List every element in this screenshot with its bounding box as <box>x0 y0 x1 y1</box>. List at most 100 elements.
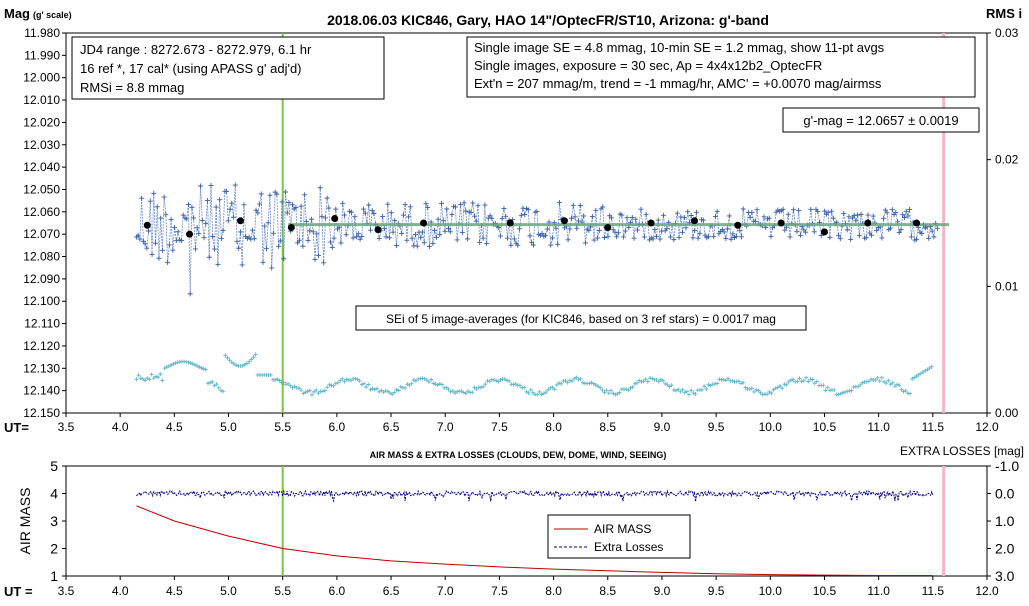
rms-point <box>385 389 390 394</box>
single-image-point <box>667 234 673 240</box>
single-image-point <box>149 251 155 257</box>
rms-point <box>680 387 685 392</box>
rms-point <box>390 392 395 397</box>
top-y-tick-label: 12.150 <box>23 406 60 420</box>
single-image-point <box>166 242 172 248</box>
top-x-tick-label: 4.5 <box>166 420 183 434</box>
rms-point <box>903 388 908 393</box>
single-image-point <box>449 212 455 218</box>
rms-point <box>708 383 713 388</box>
rms-point <box>678 389 683 394</box>
single-image-point <box>836 232 842 238</box>
single-image-point <box>721 229 727 235</box>
single-image-point <box>501 206 507 212</box>
single-image-point <box>702 232 708 238</box>
rms-point <box>411 377 416 382</box>
single-image-point <box>205 198 211 204</box>
single-image-point <box>747 215 753 221</box>
single-image-point <box>593 207 599 213</box>
rms-point <box>639 379 644 384</box>
single-image-point <box>265 220 271 226</box>
rms-point <box>806 379 811 384</box>
rms-point <box>912 375 917 380</box>
rms-point <box>424 378 429 383</box>
top-y-tick-label: 12.070 <box>23 227 60 241</box>
rms-point <box>910 376 915 381</box>
single-image-point <box>470 200 476 206</box>
top-y-right-tick-label: 0.03 <box>995 26 1019 40</box>
single-image-point <box>237 229 243 235</box>
rms-point <box>845 389 850 394</box>
rms-point <box>307 388 312 393</box>
single-image-point <box>362 210 368 216</box>
single-image-point <box>406 214 412 220</box>
single-image-point <box>706 234 712 240</box>
rms-point <box>231 361 236 366</box>
rms-point <box>381 390 386 395</box>
single-image-point <box>815 209 821 215</box>
rms-point <box>459 389 464 394</box>
single-image-point <box>830 215 836 221</box>
single-image-point <box>882 207 888 213</box>
single-image-point <box>688 212 694 218</box>
single-image-point <box>749 209 755 215</box>
single-image-point <box>402 201 408 207</box>
rms-point <box>667 384 672 389</box>
single-image-point <box>624 215 630 221</box>
rms-point <box>195 363 200 368</box>
single-image-point <box>893 210 899 216</box>
single-image-point <box>340 200 346 206</box>
single-image-point <box>341 212 347 218</box>
rms-point <box>593 382 598 387</box>
rms-point <box>877 379 882 384</box>
single-image-point <box>170 247 176 253</box>
rms-point <box>721 377 726 382</box>
rms-point <box>496 379 501 384</box>
single-image-point <box>678 214 684 220</box>
rms-point <box>405 382 410 387</box>
legend-extra-losses-label: Extra Losses <box>594 540 663 554</box>
rms-point <box>747 387 752 392</box>
single-image-point <box>414 243 420 249</box>
rms-point <box>175 360 180 365</box>
rms-point <box>684 389 689 394</box>
rms-point <box>557 381 562 386</box>
bottom-y-right-tick-label: 3.0 <box>995 568 1015 584</box>
rms-point <box>253 352 258 357</box>
single-image-point <box>818 233 824 239</box>
single-image-point <box>232 182 238 188</box>
single-image-point <box>638 206 644 212</box>
single-image-point <box>572 214 578 220</box>
top-y-tick-label: 12.140 <box>23 384 60 398</box>
rms-point <box>810 377 815 382</box>
rms-point <box>743 385 748 390</box>
single-image-point <box>172 224 178 230</box>
rms-point <box>316 391 321 396</box>
single-image-point <box>225 218 231 224</box>
single-image-point <box>570 202 576 208</box>
single-image-point <box>856 233 862 239</box>
top-x-tick-label: 9.0 <box>654 420 671 434</box>
single-image-point <box>168 216 174 222</box>
single-image-point <box>482 202 488 208</box>
top-x-tick-label: 10.0 <box>759 420 783 434</box>
rms-point <box>812 381 817 386</box>
bottom-x-tick-label: 11.5 <box>922 584 945 598</box>
rms-point <box>760 392 765 397</box>
single-image-points <box>133 182 940 297</box>
rms-point <box>450 389 455 394</box>
single-image-point <box>309 216 315 222</box>
rms-point <box>301 391 306 396</box>
single-image-point <box>399 231 405 237</box>
rms-point <box>730 378 735 383</box>
single-image-point <box>165 260 171 266</box>
single-image-point <box>803 229 809 235</box>
rms-point <box>615 391 620 396</box>
single-image-point <box>752 218 758 224</box>
top-y-tick-label: 12.090 <box>23 272 60 286</box>
rms-point <box>840 390 845 395</box>
rms-point <box>602 390 607 395</box>
rms-point <box>736 379 741 384</box>
rms-point <box>392 390 397 395</box>
top-y-ticks-left: 11.980 11.990 12.000 12.010 12.020 12.030 12.0… <box>23 26 66 420</box>
